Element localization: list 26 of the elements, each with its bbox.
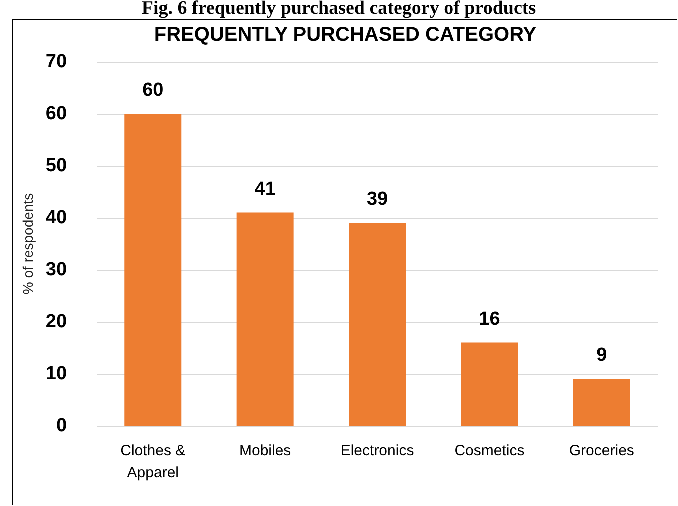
bar [124, 114, 182, 426]
bar [349, 223, 406, 426]
y-tick-label: 60 [46, 104, 68, 124]
data-label: 39 [366, 189, 388, 210]
x-tick-label: Cosmetics [454, 442, 525, 460]
y-tick-label: 10 [46, 364, 68, 384]
bar [236, 212, 294, 426]
x-tick-label: Groceries [569, 442, 634, 460]
data-label: 9 [596, 345, 608, 366]
y-axis-title: % of respodents [20, 193, 36, 295]
chart-title: FREQUENTLY PURCHASED CATEGORY [154, 24, 538, 46]
x-tick-label: Electronics [340, 442, 414, 460]
data-label: 16 [479, 308, 500, 330]
y-tick-label: 70 [46, 52, 68, 72]
caption: Fig. 6 frequently purchased category of products [140, 0, 538, 19]
data-label: 60 [142, 80, 164, 101]
y-tick-label: 50 [46, 156, 68, 176]
data-label: 41 [254, 178, 276, 200]
bar [573, 379, 630, 426]
bar [461, 342, 518, 426]
y-tick-label: 40 [46, 208, 68, 228]
x-tick-label: Mobiles [239, 442, 292, 460]
y-tick-label: 0 [56, 416, 68, 436]
y-tick-label: 30 [46, 260, 68, 280]
y-tick-label: 20 [46, 312, 68, 332]
x-tick-label: Clothes & Apparel [120, 442, 186, 482]
